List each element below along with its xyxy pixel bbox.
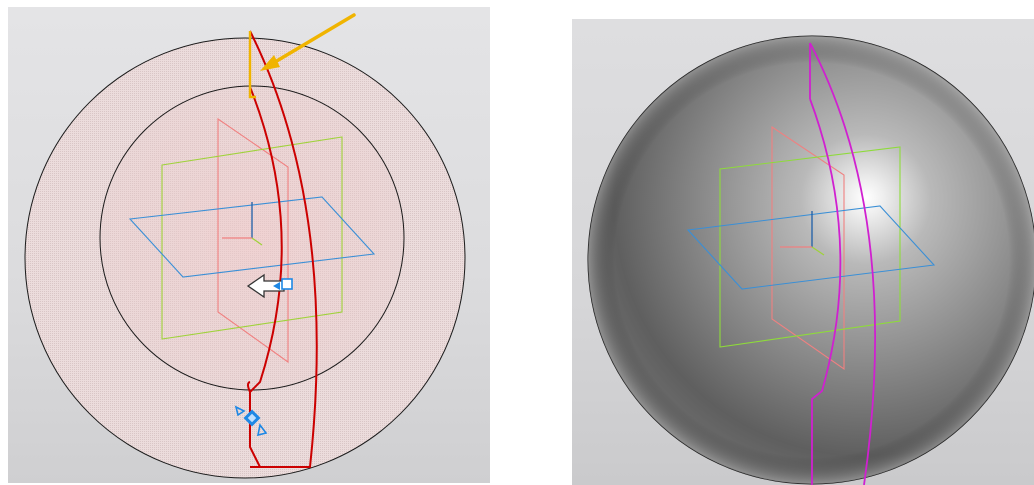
horizontal-plane[interactable] — [128, 196, 376, 278]
drag-handle-icon[interactable] — [234, 405, 268, 437]
right-scene[interactable] — [572, 19, 1034, 485]
left-scene[interactable] — [8, 7, 490, 483]
left-3d-viewport[interactable] — [8, 7, 490, 483]
selection-arrow-icon — [260, 13, 356, 71]
side-plane[interactable] — [217, 117, 289, 364]
sketch-profile-bottom[interactable] — [247, 381, 310, 468]
side-plane[interactable] — [771, 125, 845, 371]
sketch-profile-outer[interactable] — [249, 30, 318, 468]
sphere-rim-reflection — [588, 36, 1034, 484]
sketch-profile-inner[interactable] — [809, 98, 842, 485]
front-plane[interactable] — [719, 146, 901, 348]
axis-y — [811, 246, 825, 256]
selected-edge[interactable] — [248, 31, 256, 99]
direction-arrow-icon[interactable] — [246, 273, 293, 299]
front-plane[interactable] — [161, 136, 343, 340]
sketch-profile-outer[interactable] — [809, 42, 876, 485]
right-3d-viewport[interactable] — [572, 19, 1034, 485]
axis-y — [251, 237, 263, 246]
horizontal-plane[interactable] — [686, 205, 936, 290]
sketch-profile-inner[interactable] — [249, 86, 283, 393]
